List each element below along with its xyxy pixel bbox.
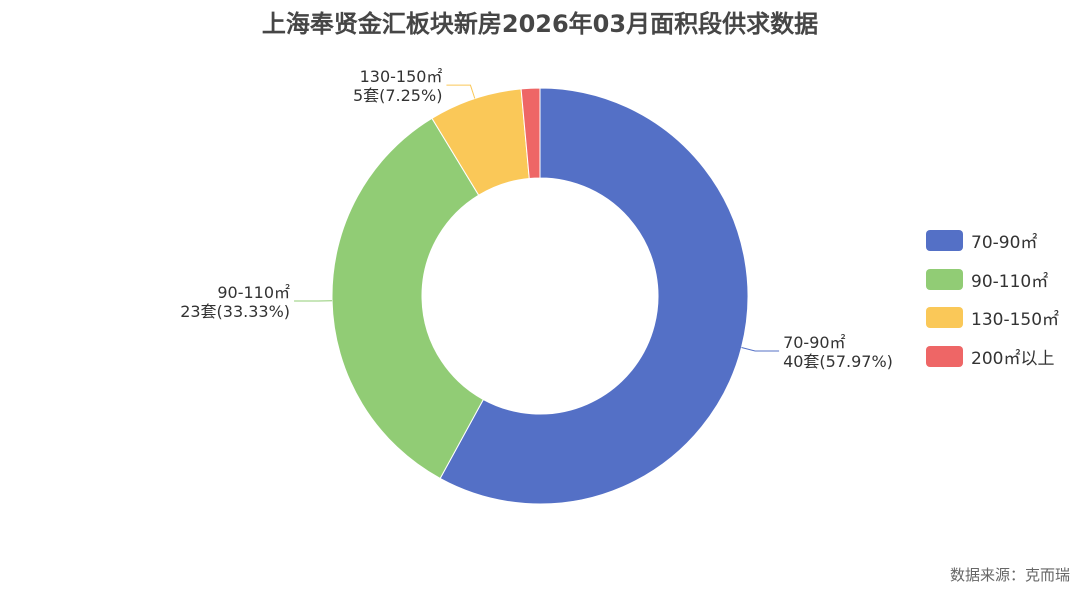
- legend-item[interactable]: 70-90㎡: [926, 229, 1059, 253]
- slice-label-value: 40套(57.97%): [783, 352, 893, 371]
- slice-label-category: 90-110㎡: [217, 283, 290, 302]
- label-leader-line: [741, 347, 780, 352]
- pie-slice[interactable]: [520, 87, 541, 180]
- legend: 70-90㎡ 90-110㎡ 130-150㎡ 200㎡以上: [926, 229, 1059, 384]
- slice-label-category: 70-90㎡: [783, 333, 846, 352]
- pie-slice[interactable]: [331, 117, 485, 480]
- source-note: 数据来源：克而瑞: [949, 566, 1070, 584]
- legend-item[interactable]: 200㎡以上: [926, 345, 1059, 370]
- legend-label: 200㎡以上: [971, 349, 1055, 370]
- pie-slice[interactable]: [439, 87, 749, 505]
- label-leader-line: [446, 84, 476, 99]
- legend-swatch: [926, 230, 963, 251]
- legend-swatch: [926, 268, 963, 290]
- legend-swatch: [926, 346, 963, 368]
- legend-item[interactable]: 130-150㎡: [926, 306, 1060, 331]
- legend-swatch: [926, 307, 963, 329]
- legend-item[interactable]: 90-110㎡: [926, 268, 1059, 292]
- slice-label-value: 5套(7.25%): [353, 86, 443, 105]
- chart-title: 上海奉贤金汇板块新房2026年03月面积段供求数据: [261, 10, 819, 38]
- legend-label: 70-90㎡: [971, 233, 1038, 253]
- slice-label-value: 23套(33.33%): [180, 302, 290, 321]
- legend-label: 130-150㎡: [971, 310, 1060, 331]
- slice-label-category: 130-150㎡: [360, 67, 443, 86]
- legend-label: 90-110㎡: [971, 271, 1049, 292]
